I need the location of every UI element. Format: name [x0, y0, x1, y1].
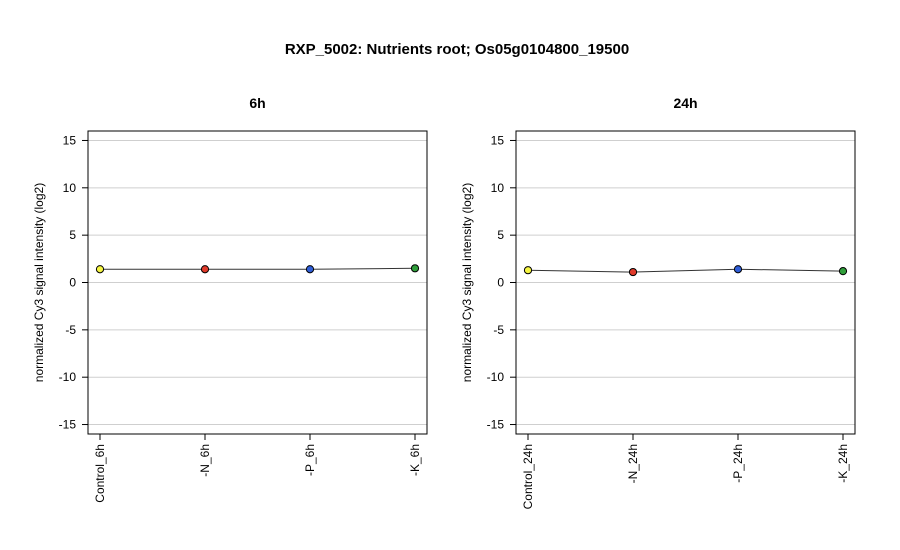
x-tick-label: -N_24h — [626, 444, 640, 483]
y-tick-label: 0 — [69, 276, 76, 290]
x-tick-label: -N_6h — [198, 444, 212, 477]
data-point — [305, 265, 315, 274]
x-tick-label: -P_24h — [731, 444, 745, 483]
x-tick-label: -P_6h — [303, 444, 317, 476]
chart-panel-24h: 24h -15 -10 -5 0 5 10 15 normalized Cy3 signal i… — [460, 95, 856, 509]
data-point — [200, 265, 210, 274]
y-tick-label: -15 — [487, 418, 505, 432]
y-tick-label: 10 — [491, 181, 505, 195]
y-tick-label: -10 — [59, 370, 77, 384]
data-point — [628, 267, 638, 277]
data-point — [733, 265, 743, 274]
data-point — [95, 265, 105, 274]
series-line — [527, 268, 844, 273]
y-tick-label: 5 — [69, 228, 76, 242]
y-axis-label: normalized Cy3 signal intensity (log2) — [32, 183, 46, 382]
series-line — [100, 267, 416, 270]
y-tick-label: 5 — [497, 228, 504, 242]
data-point — [838, 267, 848, 276]
y-axis-label: normalized Cy3 signal intensity (log2) — [460, 183, 474, 382]
x-tick-label: -K_24h — [836, 444, 850, 483]
x-tick-label: Control_6h — [93, 444, 107, 503]
y-tick-label: 0 — [497, 276, 504, 290]
y-tick-label: -10 — [487, 370, 505, 384]
chart-panel-6h: 6h -15 -10 -5 0 5 10 15 normalized Cy3 signal in… — [32, 95, 428, 503]
y-tick-label: -5 — [493, 323, 504, 337]
y-tick-label: -5 — [65, 323, 76, 337]
y-tick-label: 15 — [63, 133, 77, 147]
x-tick-label: Control_24h — [521, 444, 535, 509]
panel-title: 24h — [673, 95, 697, 111]
panel-title: 6h — [249, 95, 265, 111]
y-tick-label: -15 — [59, 418, 77, 432]
y-tick-label: 10 — [63, 181, 77, 195]
figure-title: RXP_5002: Nutrients root; Os05g0104800_1… — [285, 41, 629, 58]
data-point — [523, 266, 533, 275]
y-tick-label: 15 — [491, 133, 505, 147]
x-tick-label: -K_6h — [408, 444, 422, 476]
data-point — [410, 264, 420, 273]
